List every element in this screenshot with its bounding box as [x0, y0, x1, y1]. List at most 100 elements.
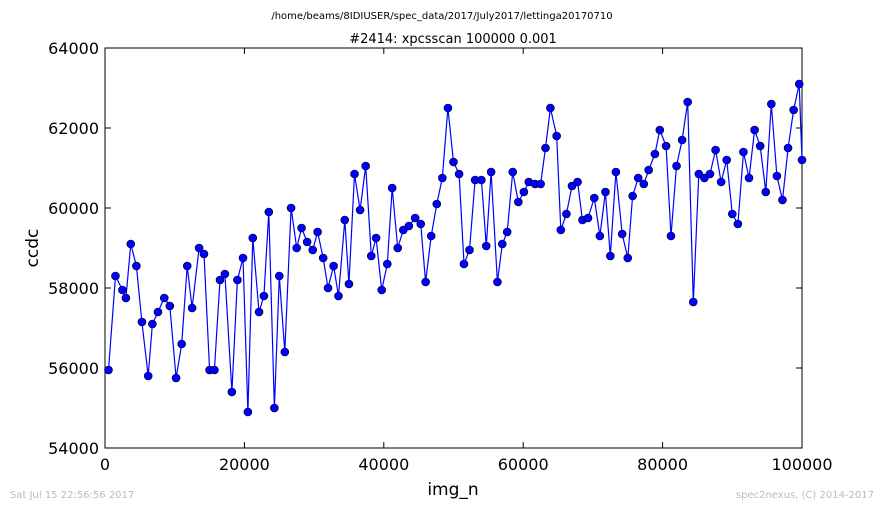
axis-ticks [104, 47, 803, 449]
data-point [562, 209, 571, 219]
data-point [344, 279, 354, 289]
data-point [722, 155, 732, 165]
footer-timestamp: Sat Jul 15 22:56:56 2017 [10, 490, 134, 501]
data-point [755, 141, 765, 151]
data-point [302, 237, 312, 247]
series-line [107, 83, 803, 413]
data-point [227, 387, 237, 397]
data-point [104, 365, 113, 375]
data-point [308, 245, 318, 255]
data-point [254, 307, 264, 317]
data-point [270, 403, 279, 413]
data-point [143, 371, 153, 381]
data-point [514, 197, 523, 207]
data-point [623, 253, 633, 263]
data-point [355, 205, 365, 215]
data-point [292, 243, 301, 253]
y-tick-label: 54000 [48, 439, 99, 458]
data-point [611, 167, 621, 177]
data-point [416, 219, 426, 229]
data-point [552, 131, 561, 141]
data-point [601, 187, 610, 197]
data-point [426, 231, 436, 241]
y-tick-label: 62000 [48, 119, 99, 138]
data-point [121, 293, 131, 303]
data-point [486, 167, 496, 177]
data-point [443, 103, 453, 113]
data-point [187, 303, 197, 313]
data-point [132, 261, 141, 271]
data-point [750, 125, 759, 135]
x-tick-label: 60000 [498, 455, 549, 474]
data-point [536, 179, 545, 189]
data-point [617, 229, 627, 239]
x-tick-label: 20000 [219, 455, 270, 474]
data-point [377, 285, 387, 295]
data-point [650, 149, 660, 159]
data-point [778, 195, 787, 205]
data-path-title: /home/beams/8IDIUSER/spec_data/2017/July… [271, 11, 612, 22]
data-point [243, 407, 253, 417]
data-point [546, 103, 555, 113]
data-point [177, 339, 186, 349]
data-point [739, 147, 748, 157]
data-point [182, 261, 192, 271]
data-point [583, 213, 593, 223]
data-point [215, 275, 225, 285]
data-point [361, 161, 370, 171]
data-point [595, 231, 605, 241]
y-axis-label: ccdc [23, 229, 43, 268]
data-point [672, 161, 681, 171]
data-point [541, 143, 550, 153]
data-point [761, 187, 771, 197]
data-point [683, 97, 692, 107]
data-point [661, 141, 671, 151]
x-tick-labels: 0 20000 40000 60000 80000 100000 [100, 455, 833, 474]
data-point [794, 79, 804, 89]
data-point [556, 225, 566, 235]
data-point [606, 251, 615, 261]
data-point [118, 285, 127, 295]
footer-credit: spec2nexus, (C) 2014-2017 [736, 490, 874, 501]
data-point [449, 157, 458, 167]
data-point [334, 291, 343, 301]
data-point [318, 253, 328, 263]
data-point [297, 223, 306, 233]
data-point [677, 135, 687, 145]
data-point [573, 177, 582, 187]
data-point [111, 271, 120, 281]
data-point [502, 227, 512, 237]
data-point [477, 175, 486, 185]
data-point [329, 261, 338, 271]
x-tick-label: 40000 [358, 455, 409, 474]
data-point [438, 173, 447, 183]
data-point [772, 171, 782, 181]
data-point [248, 233, 258, 243]
data-point [628, 191, 637, 201]
data-point [371, 233, 381, 243]
y-tick-label: 56000 [48, 359, 99, 378]
data-point [733, 219, 743, 229]
data-point [711, 145, 720, 155]
data-point [137, 317, 147, 327]
data-point [639, 179, 649, 189]
y-tick-label: 64000 [48, 39, 99, 58]
x-axis-label: img_n [427, 480, 478, 500]
data-point [655, 125, 665, 135]
plot-frame [104, 47, 803, 449]
data-point [126, 239, 136, 249]
data-point [633, 173, 643, 183]
data-point [323, 283, 333, 293]
data-point [274, 271, 284, 281]
data-point [171, 373, 181, 383]
data-point [744, 173, 754, 183]
data-point [393, 243, 403, 253]
data-point [153, 307, 163, 317]
data-point [259, 291, 269, 301]
y-tick-label: 58000 [48, 279, 99, 298]
data-point [465, 245, 474, 255]
series-ccdc [104, 79, 807, 417]
data-point [716, 177, 726, 187]
data-point [454, 169, 464, 179]
